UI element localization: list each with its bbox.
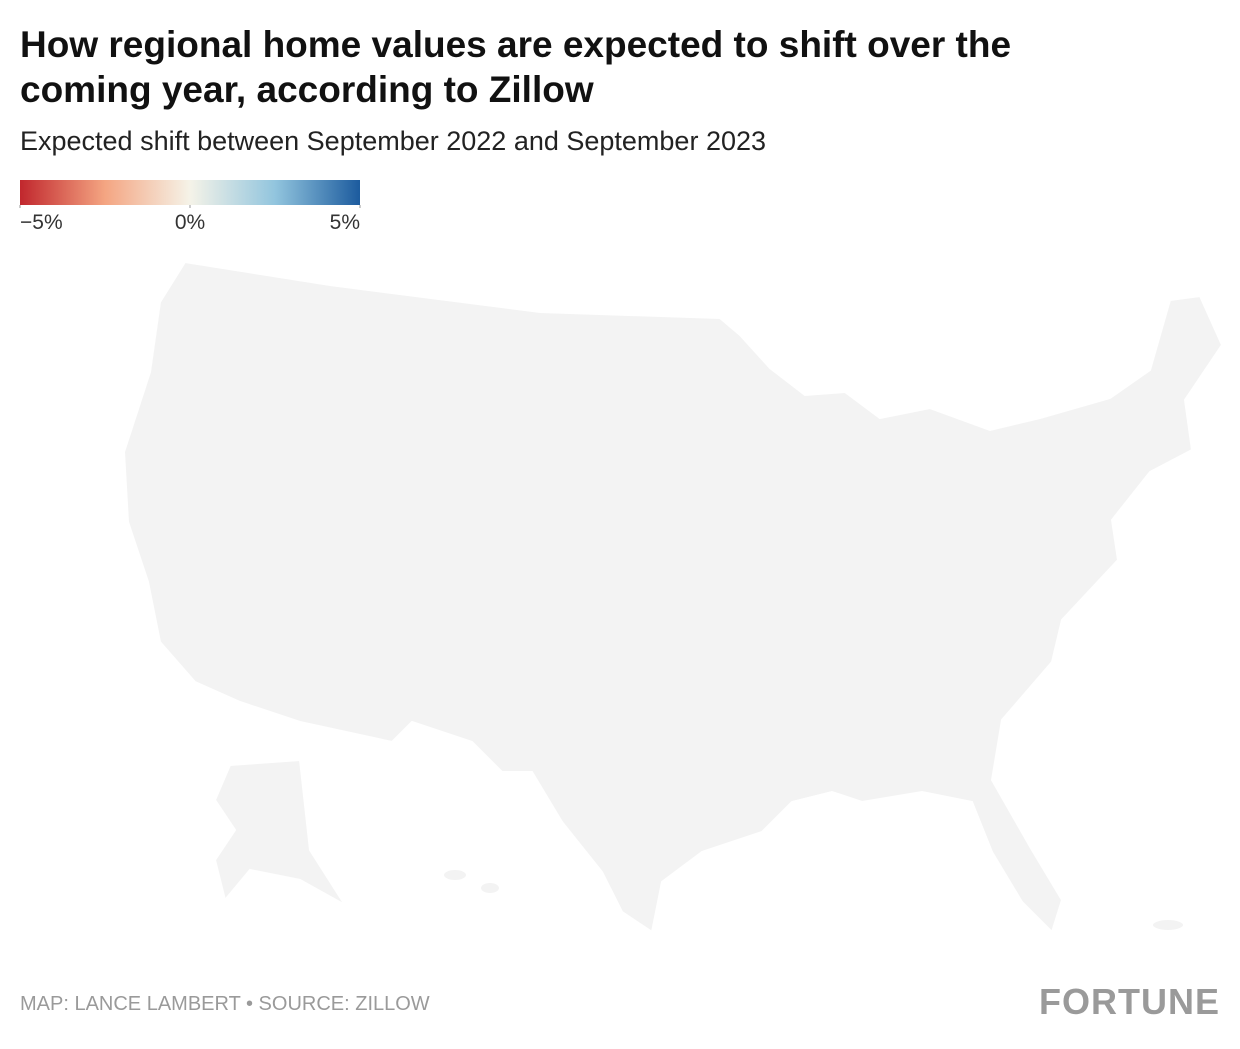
hawaii: [479, 881, 501, 895]
title: How regional home values are expected to…: [20, 24, 1011, 65]
title: coming year, according to Zillow: [20, 69, 594, 110]
logo: FORTUNE: [1039, 981, 1220, 1022]
hawaii: [442, 868, 468, 882]
legend-bar: [20, 180, 360, 205]
credit: MAP: LANCE LAMBERT • SOURCE: ZILLOW: [20, 993, 430, 1015]
legend-tick-label: −5%: [20, 211, 63, 234]
legend: −5% 0% 5%: [19, 180, 361, 234]
alaska: [213, 758, 346, 906]
puerto-rico: [1151, 918, 1185, 932]
legend-tick-label: 5%: [330, 211, 360, 234]
subtitle: Expected shift between September 2022 an…: [20, 126, 766, 156]
legend-tick-label: 0%: [175, 211, 205, 234]
contiguous-us: [122, 260, 1224, 934]
map: [122, 260, 1224, 934]
